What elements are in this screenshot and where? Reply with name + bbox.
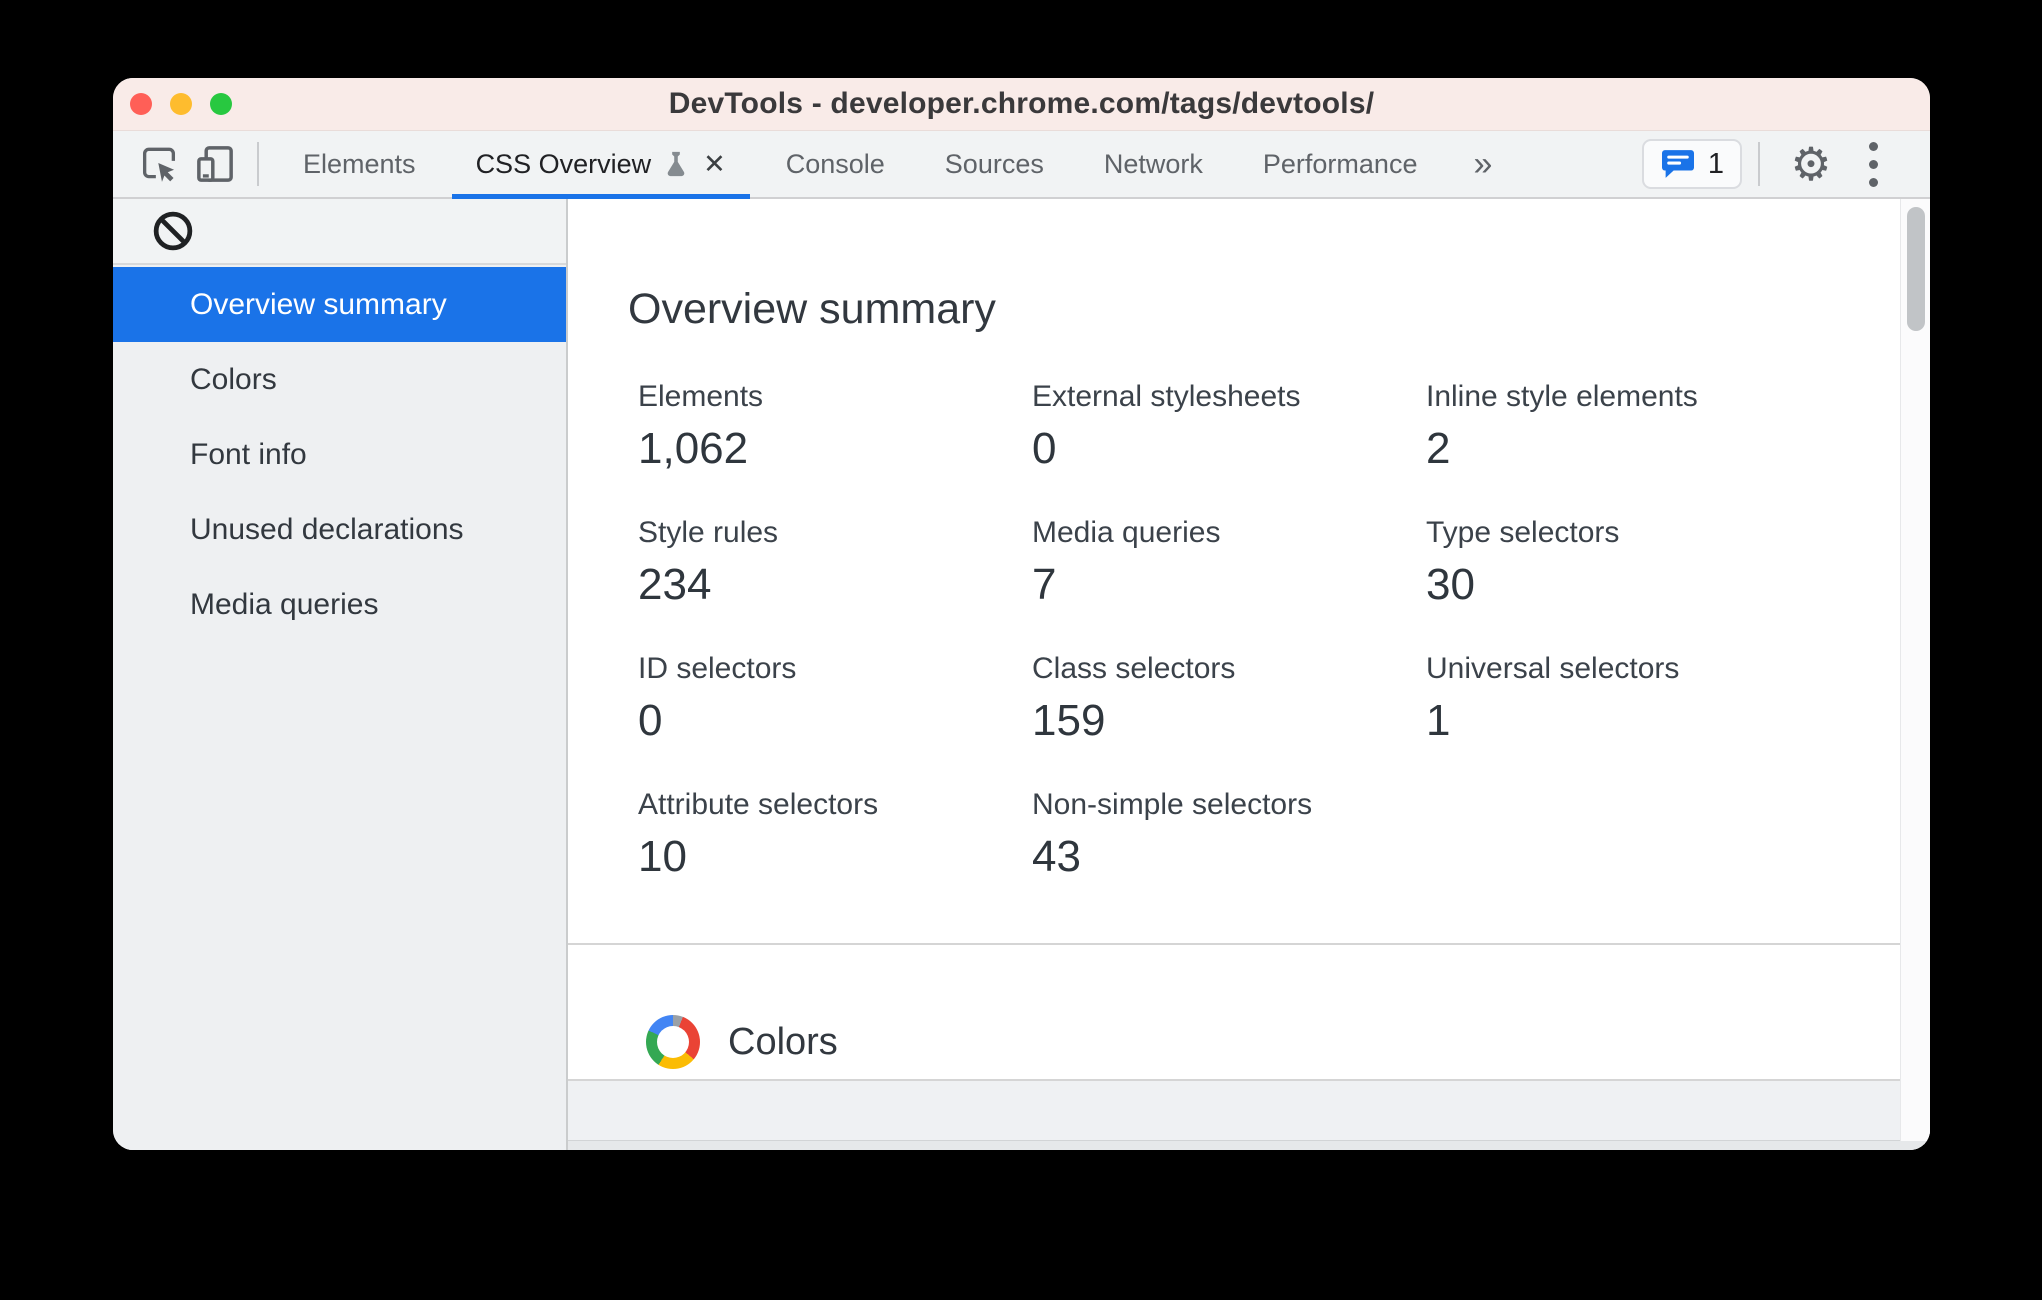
stat-value: 159 (1032, 696, 1106, 745)
stat-label: Type selectors (1426, 516, 1620, 549)
sidebar-item-label: Overview summary (190, 287, 447, 321)
sidebar-item-colors[interactable]: Colors (113, 342, 566, 417)
section-divider (568, 943, 1900, 945)
sidebar-item-label: Colors (190, 362, 277, 396)
sidebar-toolbar (113, 199, 566, 265)
horizontal-scrollbar[interactable] (568, 1140, 1930, 1150)
sidebar-item-media-queries[interactable]: Media queries (113, 567, 566, 642)
issues-count: 1 (1707, 147, 1724, 180)
panel-tabs: Elements CSS Overview ✕ Console Sources Netwo… (273, 131, 1448, 199)
stat-inline-style-elements: Inline style elements 2 (1426, 377, 1820, 477)
tab-sources[interactable]: Sources (915, 131, 1074, 197)
stat-label: Non-simple selectors (1032, 788, 1313, 821)
devtools-toolbar: Elements CSS Overview ✕ Console Sources Netwo… (113, 131, 1930, 199)
page-title: Overview summary (628, 285, 996, 333)
css-overview-sidebar: Overview summary Colors Font info Unused de… (113, 199, 568, 1150)
stat-non-simple-selectors: Non-simple selectors 43 (1032, 785, 1426, 885)
stat-value: 1 (1426, 696, 1451, 745)
stat-attribute-selectors: Attribute selectors 10 (638, 785, 1032, 885)
clear-overview-icon[interactable] (151, 209, 195, 253)
stat-universal-selectors: Universal selectors 1 (1426, 649, 1820, 749)
stat-label: Inline style elements (1426, 380, 1698, 413)
stat-value: 30 (1426, 560, 1475, 609)
issues-chat-icon (1660, 148, 1696, 180)
toolbar-divider (257, 142, 259, 186)
tab-performance[interactable]: Performance (1233, 131, 1448, 197)
window-title: DevTools - developer.chrome.com/tags/dev… (668, 87, 1375, 120)
toolbar-divider (1758, 142, 1760, 186)
device-toolbar-icon (193, 142, 237, 186)
stat-external-stylesheets: External stylesheets 0 (1032, 377, 1426, 477)
tab-console[interactable]: Console (756, 131, 915, 197)
stat-label: ID selectors (638, 652, 797, 685)
content-below-fold (568, 1079, 1930, 1150)
tab-network[interactable]: Network (1074, 131, 1233, 197)
stat-type-selectors: Type selectors 30 (1426, 513, 1820, 613)
stat-label: Media queries (1032, 516, 1221, 549)
stat-label: Class selectors (1032, 652, 1236, 685)
stat-class-selectors: Class selectors 159 (1032, 649, 1426, 749)
tab-css-overview[interactable]: CSS Overview ✕ (446, 131, 756, 199)
tab-label: CSS Overview (475, 148, 652, 179)
traffic-lights (130, 93, 232, 115)
devtools-window: DevTools - developer.chrome.com/tags/dev… (113, 78, 1930, 1150)
zoom-window-button[interactable] (210, 93, 232, 115)
settings-gear-icon[interactable]: ⚙ (1790, 138, 1832, 190)
tab-label: Network (1103, 148, 1203, 179)
sidebar-item-overview-summary[interactable]: Overview summary (113, 267, 566, 342)
tab-label: Console (785, 148, 885, 179)
stat-id-selectors: ID selectors 0 (638, 649, 1032, 749)
close-tab-icon[interactable]: ✕ (703, 148, 726, 179)
issues-button[interactable]: 1 (1641, 139, 1742, 189)
inspect-cursor-icon (138, 143, 180, 185)
stat-elements: Elements 1,062 (638, 377, 1032, 477)
inspect-element-button[interactable] (131, 134, 187, 194)
colors-section-header: Colors (646, 1015, 838, 1069)
stat-value: 0 (638, 696, 663, 745)
stat-value: 234 (638, 560, 712, 609)
color-wheel-icon (646, 1015, 700, 1069)
scrollbar-thumb[interactable] (1907, 207, 1925, 331)
tab-label: Elements (303, 148, 416, 179)
summary-stats-grid: Elements 1,062 External stylesheets 0 Inline… (638, 377, 1820, 885)
close-window-button[interactable] (130, 93, 152, 115)
colors-section-title: Colors (728, 1020, 838, 1063)
tab-elements[interactable]: Elements (273, 131, 446, 197)
toggle-device-toolbar-button[interactable] (187, 134, 243, 194)
stat-label: Elements (638, 380, 764, 413)
sidebar-item-font-info[interactable]: Font info (113, 417, 566, 492)
stat-label: Style rules (638, 516, 779, 549)
more-tabs-button[interactable]: » (1473, 144, 1493, 183)
titlebar: DevTools - developer.chrome.com/tags/dev… (113, 78, 1930, 131)
stat-value: 1,062 (638, 424, 749, 473)
stat-media-queries: Media queries 7 (1032, 513, 1426, 613)
stat-value: 43 (1032, 832, 1081, 881)
sidebar-item-label: Media queries (190, 587, 379, 621)
experiment-flask-icon (663, 150, 689, 178)
stat-label: External stylesheets (1032, 380, 1301, 413)
stat-value: 0 (1032, 424, 1057, 473)
tab-label: Sources (944, 148, 1044, 179)
stat-value: 2 (1426, 424, 1451, 473)
customize-devtools-menu-icon[interactable] (1846, 141, 1900, 187)
tab-label: Performance (1262, 148, 1418, 179)
sidebar-section-list: Overview summary Colors Font info Unused de… (113, 267, 566, 642)
minimize-window-button[interactable] (170, 93, 192, 115)
overview-panel: Overview summary Elements 1,062 External s… (568, 199, 1930, 1150)
stat-label: Universal selectors (1426, 652, 1680, 685)
sidebar-item-label: Unused declarations (190, 512, 464, 546)
sidebar-item-unused-declarations[interactable]: Unused declarations (113, 492, 566, 567)
vertical-scrollbar[interactable] (1900, 199, 1930, 1141)
sidebar-item-label: Font info (190, 437, 307, 471)
stat-value: 10 (638, 832, 687, 881)
stat-style-rules: Style rules 234 (638, 513, 1032, 613)
stat-label: Attribute selectors (638, 788, 879, 821)
stat-value: 7 (1032, 560, 1057, 609)
